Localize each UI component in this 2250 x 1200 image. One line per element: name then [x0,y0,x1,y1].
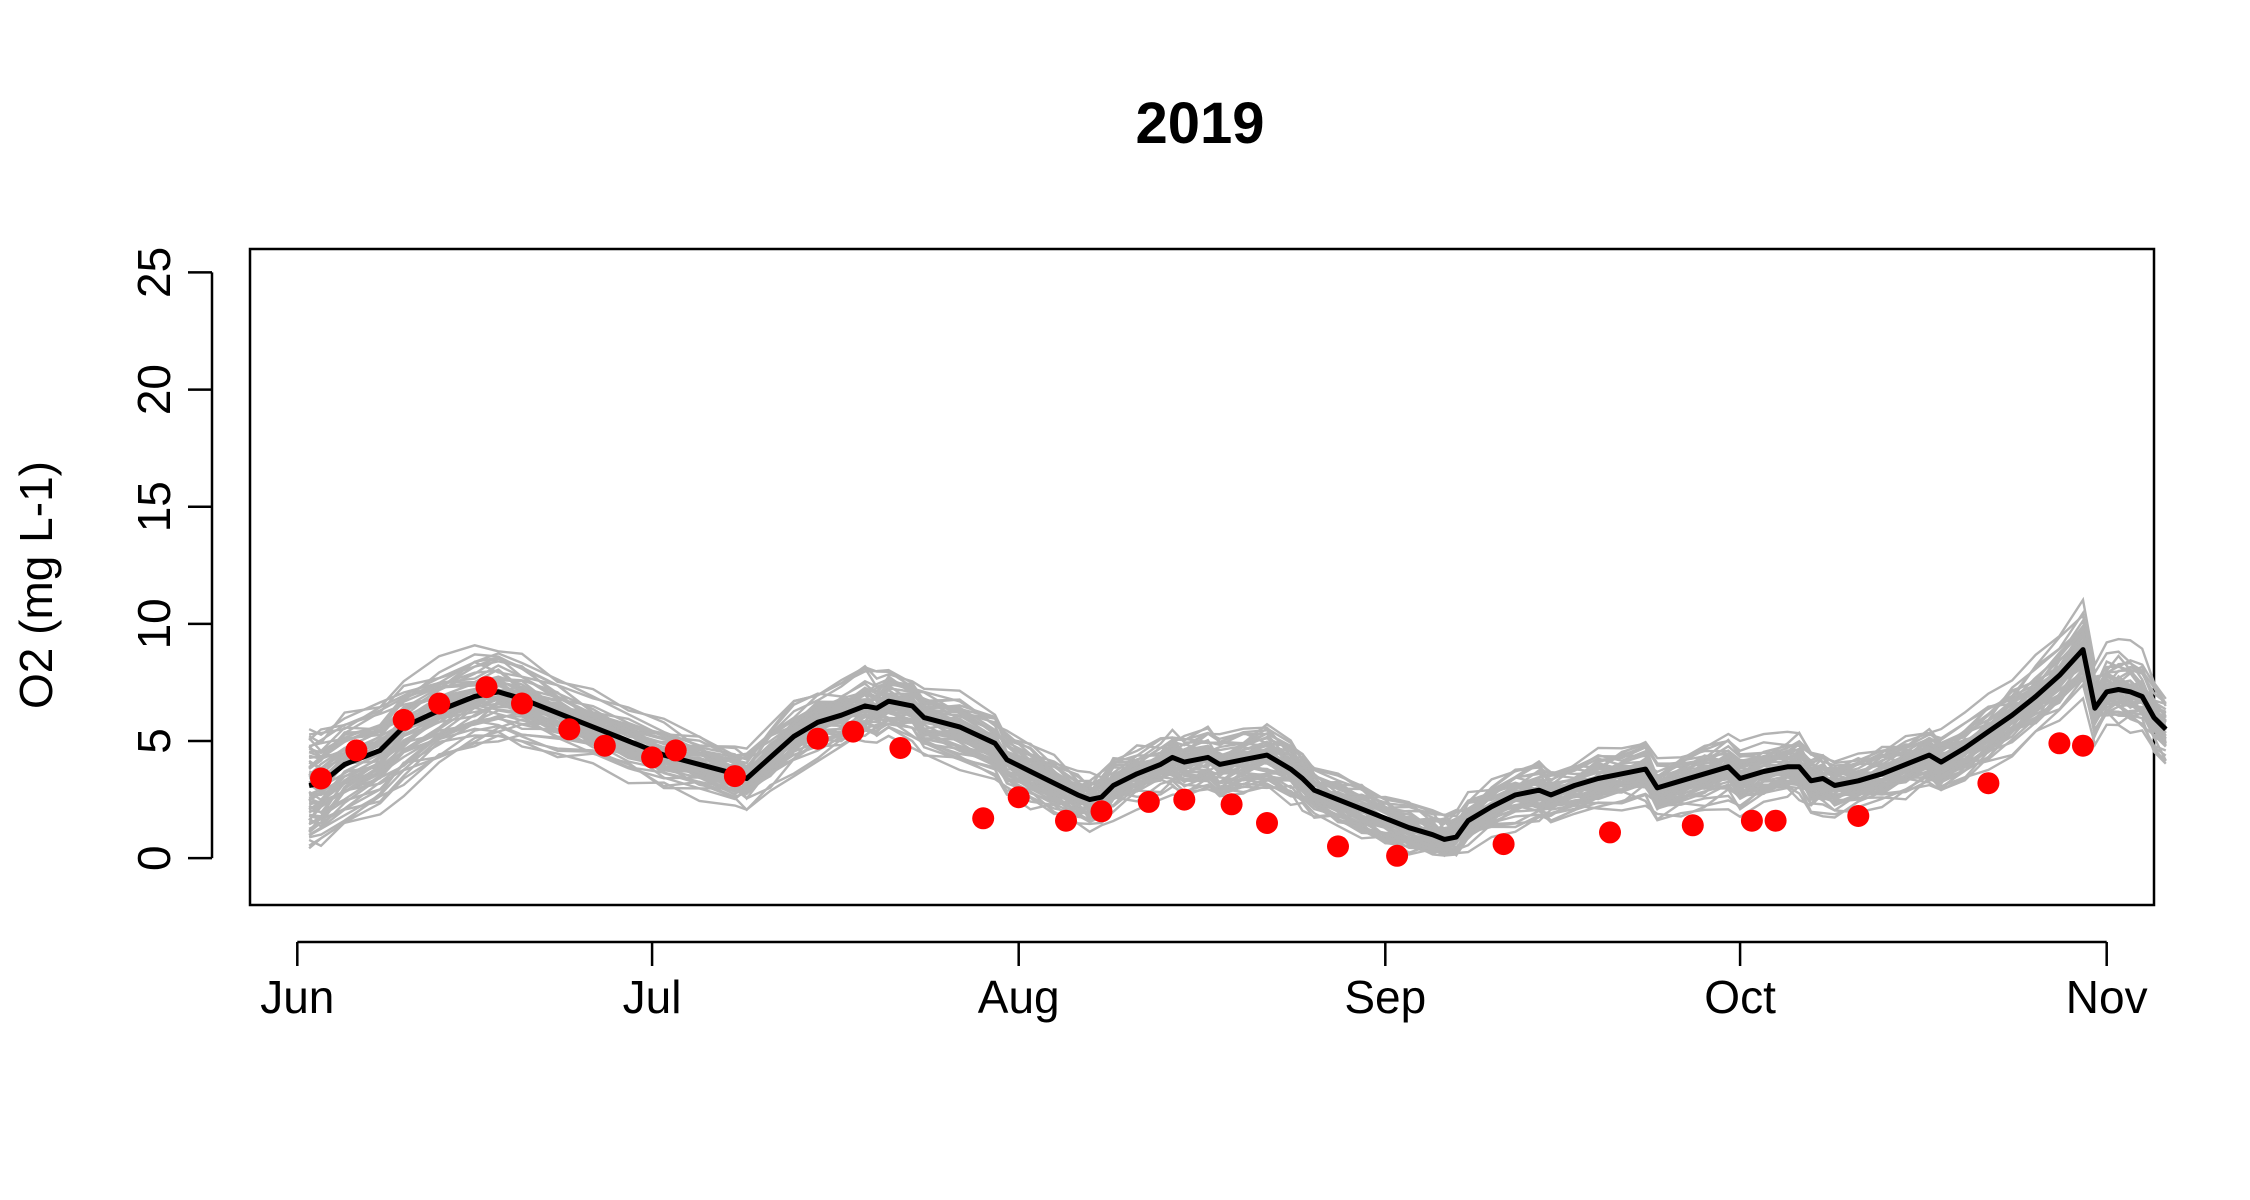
observed-point [1847,805,1870,827]
observed-point [1256,812,1278,834]
x-tick-label: Jun [260,971,334,1023]
ensemble-line [308,665,2167,857]
y-tick-label: 0 [128,845,180,871]
observed-point [972,807,995,830]
observed-point [511,692,533,715]
y-tick-label: 20 [128,364,180,415]
observed-point [2072,734,2094,757]
observed-point [1386,844,1409,867]
y-tick-label: 15 [128,481,180,532]
ensemble-lines [308,596,2167,858]
y-axis: 0 5 10 15 20 25 [128,247,214,871]
observed-point [1977,772,2000,795]
plot-frame [248,247,2156,907]
observed-point [428,692,451,715]
ensemble-line [308,596,2167,836]
observed-point [593,734,616,757]
observed-point [1492,833,1515,856]
observed-point [641,746,664,769]
observed-point [2048,732,2071,755]
observed-point [1137,790,1160,813]
observed-point [558,718,581,741]
observed-point [1599,821,1621,844]
x-tick-label: Aug [978,971,1060,1023]
ensemble-line [308,630,2167,836]
chart-title: 2019 [1135,91,1264,156]
observed-point [345,739,368,762]
observed-point [1681,814,1704,837]
y-tick-label: 10 [128,598,180,649]
observed-point [475,676,498,699]
x-axis: Jun Jul Aug Sep Oct Nov [260,940,2148,1023]
observed-point [889,737,912,759]
ensemble-line [308,645,2166,833]
observed-point [1090,800,1113,823]
observed-point [842,720,865,743]
y-tick-label: 5 [128,728,180,754]
ensemble-line [308,696,2167,855]
x-tick-label: Nov [2066,971,2148,1023]
observed-points [310,676,2094,867]
observed-point [664,739,687,762]
x-tick-label: Oct [1704,971,1776,1023]
observed-point [723,765,746,788]
observed-point [1055,809,1077,832]
y-axis-label: O2 (mg L-1) [10,461,62,709]
y-tick-label: 25 [128,247,180,298]
x-tick-label: Sep [1344,971,1426,1023]
observed-point [1740,809,1763,832]
observed-point [1327,835,1349,858]
observed-point [1764,809,1787,832]
observed-point [1220,793,1243,816]
observed-point [392,708,415,731]
ensemble-line [308,656,2167,853]
ensemble-line [308,625,2167,829]
observed-point [310,767,332,790]
x-tick-label: Jul [623,971,682,1023]
observed-point [1007,786,1030,809]
observed-point [806,727,829,750]
observed-point [1173,788,1196,811]
